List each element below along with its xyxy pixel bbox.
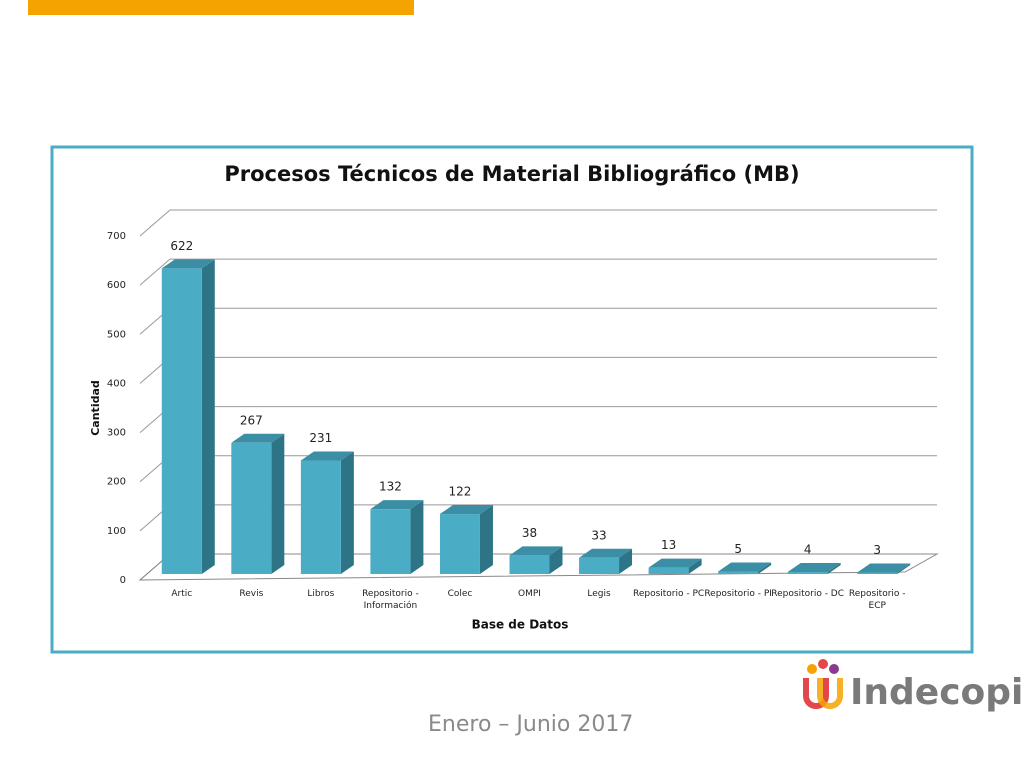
- bar-top: [787, 563, 841, 573]
- bar-top: [231, 433, 285, 443]
- bar-side: [271, 433, 285, 574]
- bar-top: [579, 548, 633, 558]
- bar-top: [370, 500, 424, 510]
- bar-front: [300, 460, 341, 574]
- bar-front: [231, 442, 272, 574]
- x-tick-label: Revis: [239, 589, 264, 599]
- y-tick-label: 700: [107, 231, 126, 242]
- y-axis-label: Cantidad: [89, 380, 102, 436]
- data-label: 132: [379, 480, 402, 494]
- bar-top: [857, 563, 911, 573]
- data-label: 122: [449, 485, 472, 499]
- bar-front: [787, 572, 828, 574]
- data-label: 231: [309, 431, 332, 445]
- data-label: 38: [522, 526, 537, 540]
- grid-line-side: [139, 258, 171, 286]
- y-tick-label: 600: [107, 280, 126, 291]
- bar: [370, 500, 424, 574]
- x-tick-label: Repositorio - PC: [632, 589, 705, 599]
- bar-front: [509, 555, 550, 574]
- bar-side: [758, 562, 772, 574]
- bar-side: [340, 451, 354, 574]
- data-label: 4: [804, 543, 812, 557]
- bar: [300, 451, 354, 574]
- x-tick-label: Artic: [171, 589, 193, 599]
- bar: [579, 548, 633, 574]
- bar: [857, 563, 911, 574]
- bar-side: [479, 505, 493, 574]
- bar: [439, 505, 493, 574]
- y-tick-label: 400: [107, 378, 126, 389]
- accent-bar: [28, 0, 414, 15]
- y-tick-label: 0: [120, 575, 126, 586]
- chart-title: Procesos Técnicos de Material Bibliográf…: [224, 162, 799, 186]
- grid-line-side: [139, 209, 171, 237]
- data-label: 622: [170, 239, 193, 253]
- y-tick-label: 200: [107, 477, 126, 488]
- bar-front: [161, 268, 202, 574]
- bar-side: [410, 500, 424, 574]
- x-tick-label: Repositorio - Información: [362, 589, 419, 611]
- bar-top: [161, 259, 215, 269]
- bar-side: [201, 259, 215, 574]
- bar-front: [718, 571, 759, 574]
- x-tick-label: Colec: [447, 589, 473, 599]
- y-tick-label: 100: [107, 526, 126, 537]
- bar-top: [300, 451, 354, 461]
- bar: [787, 563, 841, 574]
- data-label: 5: [734, 542, 742, 556]
- x-axis-label: Base de Datos: [472, 618, 569, 632]
- data-label: 3: [873, 543, 881, 557]
- data-label: 33: [591, 528, 606, 542]
- bar-front: [370, 509, 411, 574]
- bar: [648, 558, 702, 574]
- bar-top: [439, 505, 493, 515]
- y-tick-label: 500: [107, 329, 126, 340]
- data-label: 267: [240, 413, 263, 427]
- x-tick-label: Libros: [307, 589, 335, 599]
- bar-front: [648, 567, 689, 574]
- bar-front: [579, 557, 620, 574]
- x-tick-label: OMPI: [518, 589, 541, 599]
- bar: [509, 546, 563, 574]
- floor: [138, 553, 939, 581]
- x-tick-label: Repositorio - PI: [704, 589, 772, 599]
- logo-icon: [803, 659, 843, 709]
- bar-top: [509, 546, 563, 556]
- bar: [718, 562, 772, 574]
- bar-front: [857, 572, 898, 574]
- footer-period: Enero – Junio 2017: [428, 712, 633, 737]
- bar-top: [718, 562, 772, 572]
- bar-side: [897, 563, 911, 574]
- bar-front: [439, 514, 480, 574]
- logo-text: Indecopi: [850, 672, 1023, 713]
- data-label: 13: [661, 538, 676, 552]
- y-tick-label: 300: [107, 428, 126, 439]
- bar-side: [619, 548, 633, 574]
- bar: [161, 259, 215, 574]
- bar-top: [648, 558, 702, 568]
- bar: [231, 433, 285, 574]
- bar-side: [827, 563, 841, 574]
- bar-side: [688, 558, 702, 574]
- x-tick-label: Repositorio - DC: [771, 589, 845, 599]
- bar-side: [549, 546, 563, 574]
- x-tick-label: Legis: [587, 589, 611, 599]
- x-tick-label: Repositorio - ECP: [848, 589, 906, 611]
